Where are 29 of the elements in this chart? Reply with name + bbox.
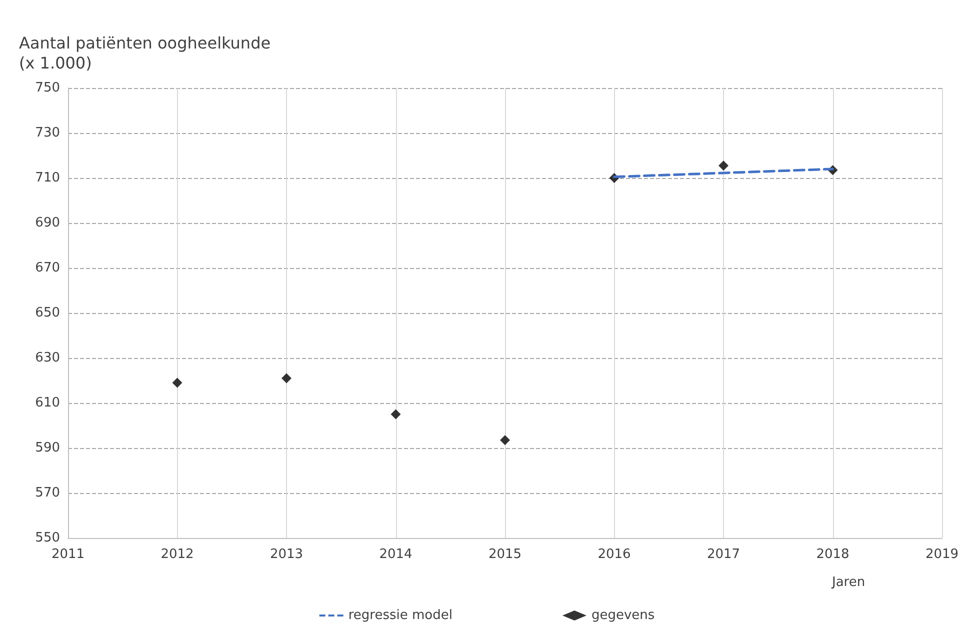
x-axis-title: Jaren: [831, 575, 866, 590]
x-tick-label: 2015: [488, 547, 522, 562]
point: [500, 435, 510, 446]
y-tick-label: 710: [35, 170, 60, 186]
point: [282, 373, 292, 384]
y-tick-label: 730: [35, 126, 60, 140]
point: [718, 160, 728, 171]
legend-label: gegevens: [591, 608, 655, 623]
x-tick-label: 2017: [706, 547, 740, 562]
x-tick-label: 2019: [925, 547, 959, 562]
y-tick-label: 550: [35, 530, 60, 546]
y-tick-label: 650: [35, 306, 60, 320]
y-tick-label: 670: [35, 260, 60, 276]
x-tick-label: 2018: [816, 547, 850, 562]
y-axis-title: Aantal patiënten oogheelkunde (x 1.000): [19, 34, 271, 72]
x-tick-label: 2014: [379, 547, 412, 562]
point: [172, 378, 182, 388]
x-tick-label: 2016: [598, 547, 631, 562]
y-tick-label: 750: [35, 80, 60, 96]
x-tick-label: 2013: [270, 547, 304, 562]
y-tick-label: 690: [35, 216, 60, 230]
x-tick-label: 2012: [160, 547, 194, 562]
y-tick-label: 590: [35, 440, 60, 456]
y-tick-label: 570: [35, 486, 60, 500]
legend-label: regressie model: [348, 608, 452, 623]
x-tick-label: 2011: [51, 547, 85, 562]
y-tick-label: 630: [35, 350, 60, 366]
point: [390, 409, 401, 420]
y-tick-label: 610: [35, 396, 60, 410]
